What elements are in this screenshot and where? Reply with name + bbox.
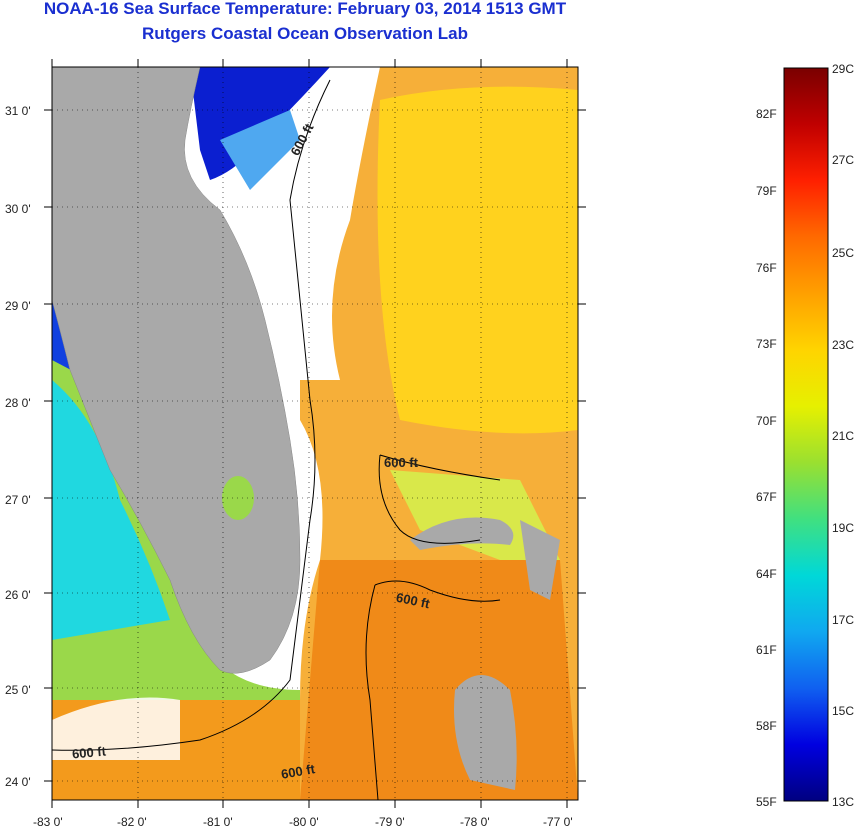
map-frame <box>51 66 579 801</box>
fahrenheit-label: 67F <box>756 490 777 504</box>
latitude-label: 25 0' <box>5 683 31 697</box>
celsius-label: 17C <box>832 613 855 627</box>
fahrenheit-label: 79F <box>756 184 777 198</box>
fahrenheit-label: 64F <box>756 567 777 581</box>
map-subtitle: Rutgers Coastal Ocean Observation Lab <box>142 24 468 43</box>
fahrenheit-label: 61F <box>756 643 777 657</box>
axis-ticks <box>44 59 586 808</box>
celsius-label: 15C <box>832 704 855 718</box>
fahrenheit-label: 58F <box>756 719 777 733</box>
cloud-patch <box>52 697 180 760</box>
andros-island <box>454 675 517 790</box>
celsius-label: 13C <box>832 795 855 809</box>
longitude-label: -77 0' <box>543 815 573 829</box>
latitude-label: 26 0' <box>5 588 31 602</box>
florida-land <box>52 67 301 674</box>
longitude-label: -82 0' <box>117 815 147 829</box>
fahrenheit-label: 82F <box>756 107 777 121</box>
grand-bahama-island <box>410 517 514 550</box>
map-title: NOAA-16 Sea Surface Temperature: Februar… <box>43 0 567 18</box>
cloud-patch <box>300 420 323 700</box>
longitude-label: -79 0' <box>375 815 405 829</box>
celsius-label: 27C <box>832 153 855 167</box>
longitude-label: -83 0' <box>33 815 63 829</box>
celsius-label: 23C <box>832 338 855 352</box>
colorbar-gradient <box>783 67 829 802</box>
sargasso-warm-water <box>377 86 578 434</box>
celsius-label: 21C <box>832 429 855 443</box>
latitude-label: 27 0' <box>5 493 31 507</box>
latitude-label: 31 0' <box>5 104 31 118</box>
longitude-label: -78 0' <box>460 815 490 829</box>
cool-shelf-water <box>220 110 300 190</box>
latitude-label: 24 0' <box>5 775 31 789</box>
abaco-island <box>520 520 560 600</box>
contour-label: 600 ft <box>384 455 418 470</box>
fahrenheit-label: 55F <box>756 795 777 809</box>
latitude-label: 30 0' <box>5 202 31 216</box>
longitude-label: -81 0' <box>203 815 233 829</box>
fahrenheit-label: 70F <box>756 414 777 428</box>
cloud-patch <box>300 67 380 380</box>
longitude-label: -80 0' <box>289 815 319 829</box>
celsius-label: 19C <box>832 521 855 535</box>
gulf-cool-water <box>52 380 170 640</box>
contour-600ft-bahama <box>378 454 501 544</box>
latitude-label: 29 0' <box>5 299 31 313</box>
fahrenheit-label: 76F <box>756 261 777 275</box>
latitude-label: 28 0' <box>5 396 31 410</box>
celsius-label: 29C <box>832 62 855 76</box>
fahrenheit-label: 73F <box>756 337 777 351</box>
little-bahama-bank-water <box>390 470 560 560</box>
graticule <box>51 67 578 800</box>
contour-600ft-florida <box>52 79 331 751</box>
celsius-label: 25C <box>832 246 855 260</box>
contour-600ft-straits <box>365 580 501 800</box>
